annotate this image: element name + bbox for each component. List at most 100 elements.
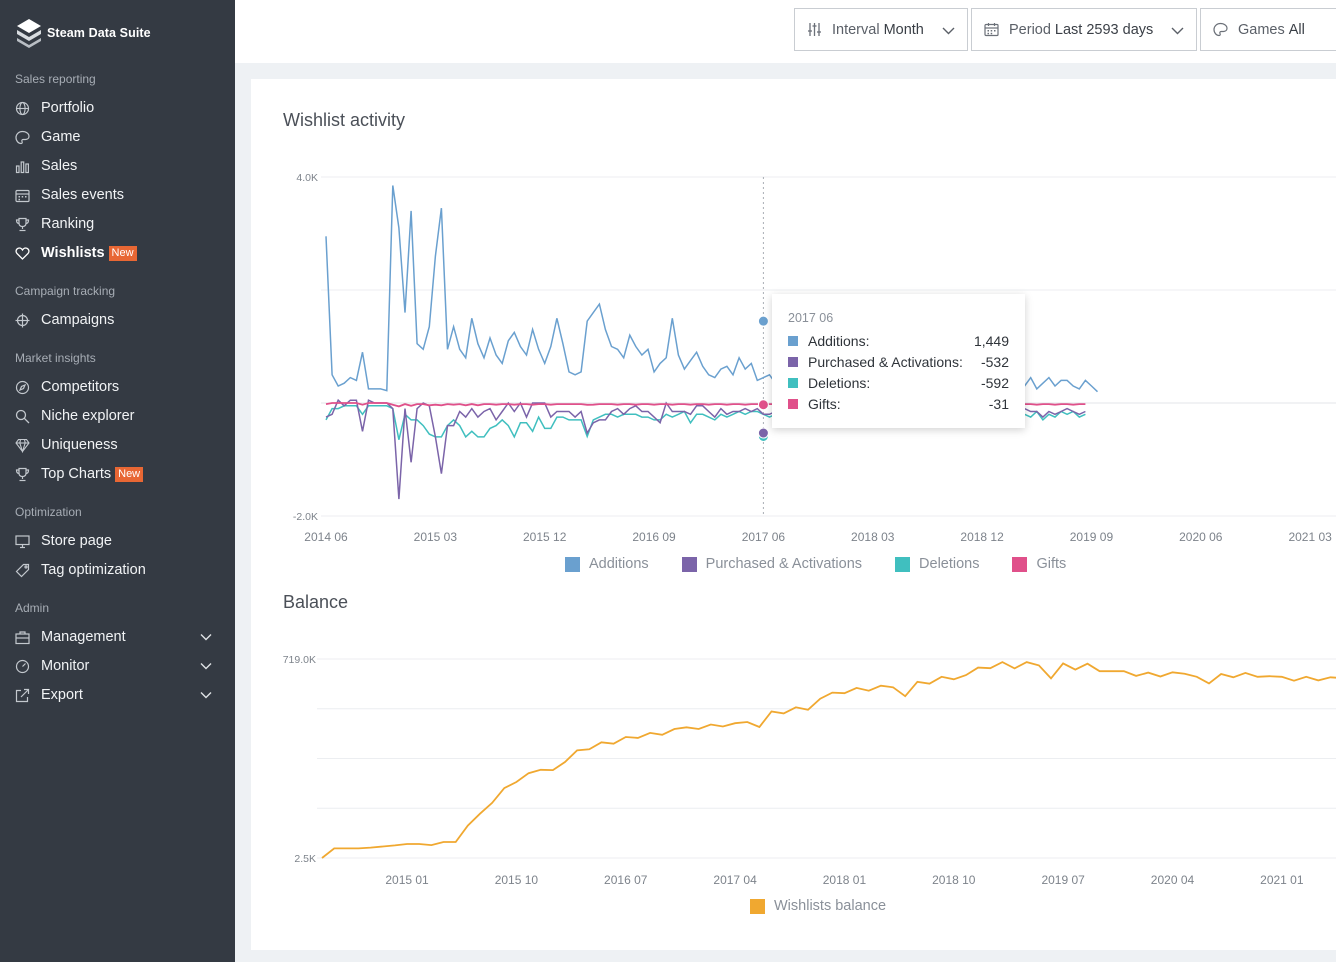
sidebar-item-label: Wishlists — [41, 245, 105, 261]
period-filter[interactable]: Period Last 2593 days — [971, 8, 1197, 51]
period-value: Last 2593 days — [1054, 21, 1154, 38]
compass-icon — [15, 380, 30, 395]
sidebar-item-niche-explorer[interactable]: Niche explorer — [15, 404, 220, 428]
legend-swatch — [565, 556, 580, 572]
sidebar-item-top-charts[interactable]: Top Charts New — [15, 462, 220, 486]
new-badge: New — [115, 466, 144, 482]
tooltip-swatch — [788, 336, 798, 346]
sidebar-item-label: Competitors — [41, 379, 120, 395]
tooltip-series-name: Additions: — [808, 333, 870, 349]
tooltip-series-name: Purchased & Activations: — [808, 354, 963, 370]
x-tick-label: 2021 03 — [1288, 530, 1332, 544]
balance-chart[interactable]: 719.0K 2.5K 2015 01 2015 10 2016 07 2017 04 20… — [251, 640, 1336, 900]
sidebar-item-label: Campaigns — [41, 312, 115, 328]
chevron-down-icon[interactable] — [200, 660, 212, 672]
calendar-icon — [984, 23, 999, 37]
period-label: Period — [1009, 21, 1051, 38]
sidebar: Steam Data Suite Sales reporting Portfoli… — [0, 0, 235, 962]
tooltip-series-name: Gifts: — [808, 396, 841, 412]
sidebar-item-campaigns[interactable]: Campaigns — [15, 308, 220, 332]
sidebar-item-label: Sales events — [41, 187, 125, 203]
sidebar-item-portfolio[interactable]: Portfolio — [15, 96, 220, 120]
sidebar-item-label: Export — [41, 687, 83, 703]
palette-icon — [15, 130, 30, 145]
globe-icon — [15, 101, 30, 116]
sidebar-item-sales-events[interactable]: Sales events — [15, 183, 220, 207]
search-icon — [15, 409, 30, 424]
legend-label: Gifts — [1036, 556, 1067, 572]
sidebar-item-wishlists[interactable]: Wishlists New — [15, 241, 220, 265]
balance-legend: Wishlists balance — [750, 898, 919, 914]
wishlist-activity-title: Wishlist activity — [283, 110, 406, 130]
legend-item[interactable]: Wishlists balance — [750, 898, 886, 914]
sliders-icon — [808, 23, 821, 36]
tooltip-title: 2017 06 — [788, 311, 834, 325]
x-tick-label: 2015 01 — [385, 873, 429, 887]
sidebar-item-label: Store page — [41, 533, 112, 549]
x-tick-label: 2020 06 — [1179, 530, 1223, 544]
interval-label: Interval — [832, 21, 880, 38]
briefcase-icon — [15, 630, 30, 645]
trophy-icon — [15, 467, 30, 482]
sidebar-item-game[interactable]: Game — [15, 125, 220, 149]
palette-icon — [1213, 22, 1228, 37]
tooltip-row: Additions: 1,449 — [788, 332, 1009, 350]
sidebar-item-uniqueness[interactable]: Uniqueness — [15, 433, 220, 457]
section-title: Sales reporting — [15, 72, 96, 86]
x-tick-label: 2018 03 — [851, 530, 895, 544]
legend-label: Purchased & Activations — [705, 556, 863, 572]
sidebar-item-monitor[interactable]: Monitor — [15, 654, 220, 678]
hover-point — [757, 427, 769, 439]
new-badge: New — [108, 245, 137, 261]
sidebar-item-tag-optimization[interactable]: Tag optimization — [15, 558, 220, 582]
sidebar-item-label: Game — [41, 129, 81, 145]
tooltip-swatch — [788, 357, 798, 367]
x-tick-label: 2015 10 — [495, 873, 539, 887]
sidebar-item-store-page[interactable]: Store page — [15, 529, 220, 553]
tooltip-series-value: 1,449 — [973, 333, 1009, 349]
legend-item[interactable]: Additions — [565, 556, 649, 572]
legend-label: Wishlists balance — [774, 898, 887, 914]
tooltip-row: Gifts: -31 — [788, 395, 1009, 413]
sidebar-item-export[interactable]: Export — [15, 683, 220, 707]
section-title: Market insights — [15, 351, 96, 365]
legend-swatch — [895, 556, 911, 572]
trophy-icon — [15, 217, 30, 232]
legend-item[interactable]: Purchased & Activations — [681, 556, 863, 572]
top-bar: Interval Month Period Last 2593 days Gam… — [235, 0, 1336, 63]
legend-item[interactable]: Gifts — [1012, 556, 1066, 572]
x-tick-label: 2020 04 — [1151, 873, 1195, 887]
x-tick-label: 2017 06 — [742, 530, 786, 544]
chevron-down-icon[interactable] — [200, 689, 212, 701]
interval-value: Month — [883, 21, 924, 38]
tooltip-row: Deletions: -592 — [788, 374, 1009, 392]
sidebar-item-label: Monitor — [41, 658, 90, 674]
x-tick-label: 2017 04 — [713, 873, 757, 887]
sidebar-item-label: Management — [41, 629, 126, 645]
sidebar-item-label: Ranking — [41, 216, 95, 232]
legend-swatch — [750, 898, 765, 914]
legend-item[interactable]: Deletions — [895, 556, 979, 572]
section-title: Admin — [15, 601, 50, 615]
x-tick-label: 2014 06 — [304, 530, 348, 544]
tooltip-series-value: -592 — [980, 375, 1009, 391]
tooltip-swatch — [788, 399, 798, 409]
chevron-down-icon — [1171, 27, 1184, 35]
games-label: Games — [1238, 21, 1285, 38]
sidebar-item-competitors[interactable]: Competitors — [15, 375, 220, 399]
legend-swatch — [681, 556, 697, 572]
games-filter[interactable]: Games All — [1200, 8, 1336, 51]
sidebar-item-management[interactable]: Management — [15, 625, 220, 649]
heart-icon — [15, 246, 30, 261]
games-value: All — [1288, 21, 1305, 38]
sidebar-item-label: Uniqueness — [41, 437, 118, 453]
sidebar-item-ranking[interactable]: Ranking — [15, 212, 220, 236]
hover-point — [757, 399, 769, 411]
logo-icon — [17, 19, 41, 48]
brand[interactable]: Steam Data Suite — [15, 17, 151, 49]
sidebar-item-sales[interactable]: Sales — [15, 154, 220, 178]
y-tick-label: -2.0K — [293, 511, 318, 523]
tooltip-series-value: -31 — [988, 396, 1009, 412]
chevron-down-icon[interactable] — [200, 631, 212, 643]
interval-filter[interactable]: Interval Month — [794, 8, 968, 51]
